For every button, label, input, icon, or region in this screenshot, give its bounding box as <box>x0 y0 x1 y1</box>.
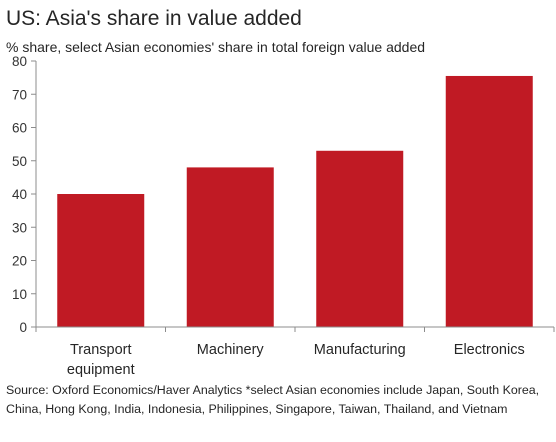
bar <box>445 75 533 328</box>
chart-subtitle: % share, select Asian economies' share i… <box>6 39 426 55</box>
x-category-label: Electronics <box>454 342 525 358</box>
source-footnote: Source: Oxford Economics/Haver Analytics… <box>6 383 540 416</box>
y-tick-label: 0 <box>19 320 27 335</box>
x-category-label: Machinery <box>197 342 265 358</box>
y-tick-label: 80 <box>12 54 27 69</box>
bar-chart: 0 10 20 30 40 50 60 70 80 Transport equipment Machi… <box>12 54 555 378</box>
y-tick-label: 40 <box>12 187 27 202</box>
y-tick-label: 50 <box>12 154 27 169</box>
x-category-label: Manufacturing <box>314 342 406 358</box>
y-tick-label: 10 <box>12 287 27 302</box>
x-category-label: equipment <box>67 362 135 378</box>
chart-title: US: Asia's share in value added <box>6 7 302 30</box>
y-tick-label: 70 <box>12 87 27 102</box>
x-category-label: Transport <box>70 342 132 358</box>
y-tick-label: 20 <box>12 254 27 269</box>
y-tick-label: 30 <box>12 220 27 235</box>
bar <box>57 194 145 327</box>
bar <box>316 150 404 327</box>
bar <box>186 167 274 327</box>
y-tick-label: 60 <box>12 121 27 136</box>
